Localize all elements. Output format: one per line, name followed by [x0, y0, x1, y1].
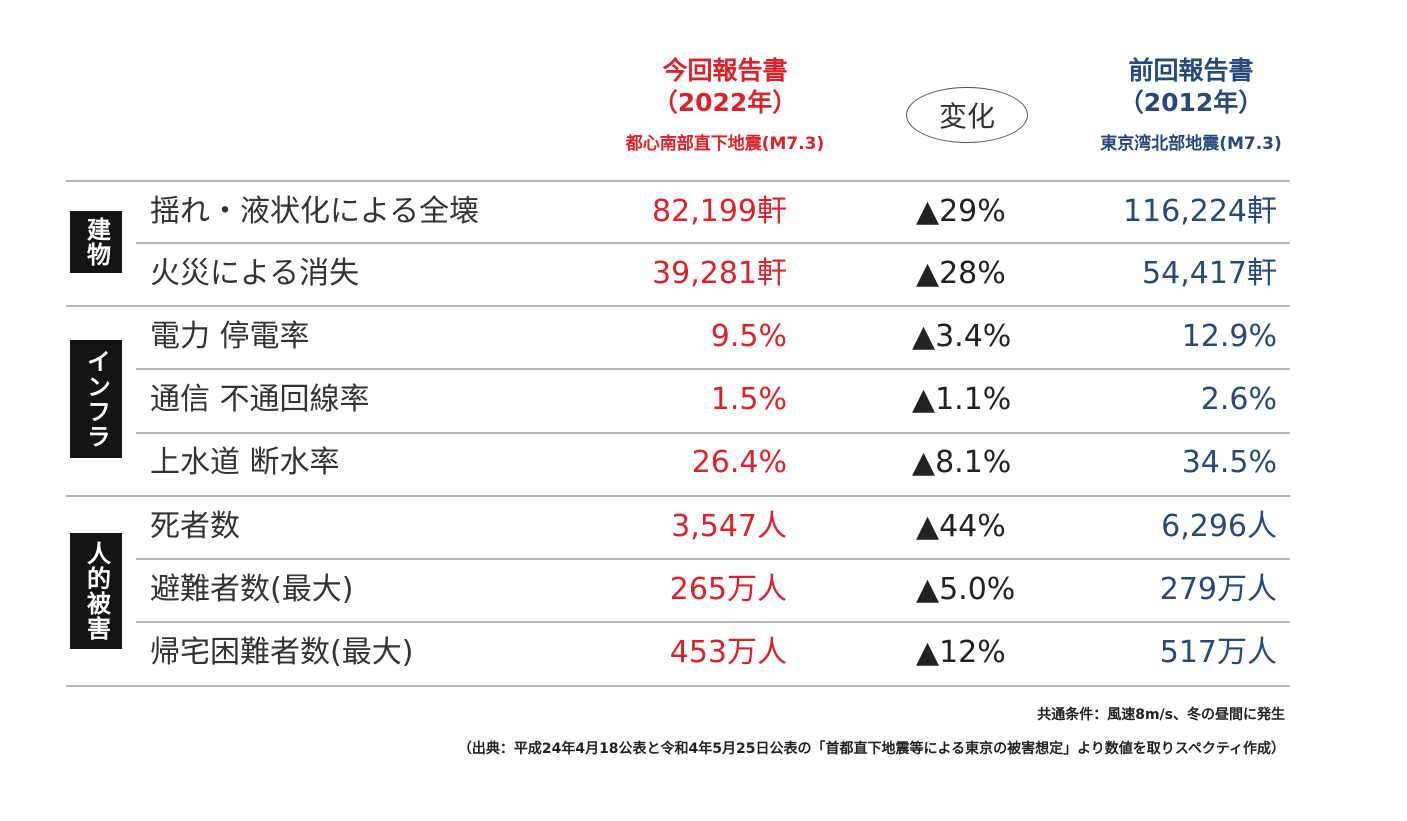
source-note: （出典：平成24年4月18公表と令和4年5月25日公表の「首都直下地震等による東…: [457, 741, 1285, 757]
previous-value: 279万人: [1159, 572, 1277, 607]
row-label: 死者数: [150, 509, 240, 544]
current-value: 453万人: [669, 635, 787, 670]
row-divider: [136, 432, 1290, 434]
previous-value: 2.6%: [1200, 382, 1277, 417]
current-report-title: 今回報告書: [662, 56, 788, 85]
category-buildings: 建物: [70, 211, 122, 273]
group-divider: [66, 495, 1290, 497]
change-value: ▲29%: [916, 194, 1006, 229]
previous-report-scenario: 東京湾北部地震(M7.3): [1100, 134, 1282, 154]
change-value: ▲44%: [916, 509, 1006, 544]
previous-report-title: 前回報告書: [1128, 56, 1254, 85]
previous-value: 54,417軒: [1142, 256, 1277, 291]
previous-value: 6,296人: [1161, 509, 1277, 544]
previous-report-header: 前回報告書 （2012年） 東京湾北部地震(M7.3): [1060, 55, 1322, 155]
table-bottom-rule: [66, 685, 1290, 687]
change-value: ▲12%: [916, 635, 1006, 670]
change-value: ▲5.0%: [916, 572, 1016, 607]
previous-report-year: （2012年）: [1118, 88, 1264, 117]
conditions-note: 共通条件：風速8m/s、冬の昼間に発生: [1037, 707, 1285, 723]
row-divider: [136, 621, 1290, 623]
change-label: 変化: [906, 87, 1028, 143]
previous-value: 34.5%: [1181, 445, 1277, 480]
row-divider: [136, 242, 1290, 244]
current-value: 3,547人: [671, 509, 787, 544]
row-label: 通信 不通回線率: [150, 382, 370, 417]
table-top-rule: [66, 180, 1290, 182]
table-row: 揺れ・液状化による全壊 82,199軒 ▲29% 116,224軒: [0, 181, 1407, 243]
current-value: 265万人: [669, 572, 787, 607]
row-divider: [136, 558, 1290, 560]
table-row: 帰宅困難者数(最大) 453万人 ▲12% 517万人: [0, 622, 1407, 684]
row-divider: [136, 368, 1290, 370]
current-report-header: 今回報告書 （2022年） 都心南部直下地震(M7.3): [590, 55, 860, 155]
row-label: 帰宅困難者数(最大): [150, 635, 414, 670]
change-value: ▲1.1%: [912, 382, 1012, 417]
row-label: 上水道 断水率: [150, 445, 340, 480]
current-value: 9.5%: [710, 319, 787, 354]
table-row: 通信 不通回線率 1.5% ▲1.1% 2.6%: [0, 369, 1407, 431]
current-report-scenario: 都心南部直下地震(M7.3): [625, 134, 825, 154]
previous-value: 12.9%: [1181, 319, 1277, 354]
previous-value: 517万人: [1159, 635, 1277, 670]
group-divider: [66, 305, 1290, 307]
table-row: 死者数 3,547人 ▲44% 6,296人: [0, 496, 1407, 558]
row-label: 火災による消失: [150, 256, 360, 291]
table-row: 上水道 断水率 26.4% ▲8.1% 34.5%: [0, 432, 1407, 494]
table-row: 避難者数(最大) 265万人 ▲5.0% 279万人: [0, 559, 1407, 621]
category-infrastructure: インフラ: [70, 340, 122, 458]
table-row: 電力 停電率 9.5% ▲3.4% 12.9%: [0, 306, 1407, 368]
row-label: 電力 停電率: [150, 319, 310, 354]
row-label: 避難者数(最大): [150, 572, 354, 607]
change-value: ▲28%: [916, 256, 1006, 291]
change-value: ▲8.1%: [912, 445, 1012, 480]
current-value: 82,199軒: [652, 194, 787, 229]
previous-value: 116,224軒: [1122, 194, 1277, 229]
current-value: 39,281軒: [652, 256, 787, 291]
current-value: 26.4%: [691, 445, 787, 480]
row-label: 揺れ・液状化による全壊: [150, 194, 480, 229]
current-value: 1.5%: [710, 382, 787, 417]
category-human-damage: 人的被害: [70, 533, 122, 649]
current-report-year: （2022年）: [652, 88, 798, 117]
change-value: ▲3.4%: [912, 319, 1012, 354]
table-row: 火災による消失 39,281軒 ▲28% 54,417軒: [0, 243, 1407, 305]
